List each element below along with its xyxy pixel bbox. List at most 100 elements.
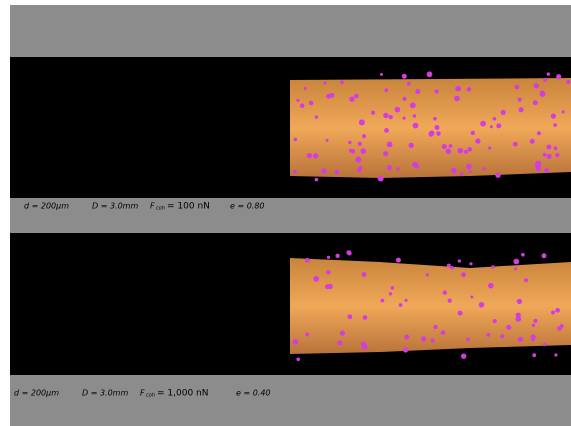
particle bbox=[426, 273, 429, 276]
particle bbox=[427, 71, 433, 77]
particle bbox=[515, 85, 520, 90]
caption-D: D = 3.0mm bbox=[82, 389, 128, 398]
particle bbox=[433, 325, 437, 329]
particle bbox=[441, 330, 446, 335]
particle bbox=[555, 308, 560, 313]
particle bbox=[443, 290, 447, 294]
particle bbox=[395, 107, 401, 113]
particle bbox=[355, 157, 361, 163]
particle bbox=[533, 319, 537, 323]
particle bbox=[467, 87, 471, 91]
particle bbox=[381, 299, 385, 303]
particle bbox=[293, 170, 297, 174]
caption-e: e = 0.80 bbox=[230, 202, 265, 211]
particle bbox=[469, 170, 472, 173]
particle bbox=[402, 97, 406, 101]
particle bbox=[461, 354, 466, 359]
particle bbox=[458, 259, 461, 262]
particle bbox=[362, 134, 366, 138]
particle bbox=[294, 138, 298, 142]
particle bbox=[296, 358, 300, 362]
particle bbox=[354, 94, 359, 99]
particle bbox=[410, 102, 416, 108]
particle bbox=[348, 314, 353, 319]
particle bbox=[378, 176, 384, 182]
particle bbox=[488, 146, 491, 149]
particle bbox=[447, 264, 451, 268]
particle bbox=[361, 148, 367, 154]
particle bbox=[531, 338, 535, 342]
particle bbox=[383, 151, 388, 156]
particle bbox=[335, 254, 339, 258]
particle bbox=[315, 178, 319, 182]
caption-f: F bbox=[150, 202, 155, 211]
particle bbox=[413, 114, 417, 118]
particle bbox=[467, 147, 472, 152]
particle bbox=[562, 110, 565, 113]
particle bbox=[566, 80, 570, 84]
particle bbox=[535, 161, 541, 167]
particle bbox=[387, 165, 392, 170]
particle bbox=[493, 117, 497, 121]
particle bbox=[380, 73, 383, 76]
particle bbox=[387, 142, 393, 148]
particle bbox=[407, 82, 411, 86]
particle bbox=[435, 89, 439, 93]
particle bbox=[313, 153, 318, 158]
particle bbox=[537, 131, 541, 135]
particle bbox=[488, 283, 494, 289]
particle bbox=[384, 128, 389, 133]
particle bbox=[415, 89, 420, 94]
particle bbox=[362, 272, 367, 277]
particle bbox=[500, 334, 504, 338]
page: d = 200μm D = 3.0mm F coh = 100 nN e = 0… bbox=[0, 0, 571, 426]
particle bbox=[396, 258, 401, 263]
particle bbox=[321, 168, 326, 173]
particle bbox=[546, 145, 551, 150]
particle bbox=[533, 100, 538, 105]
particle bbox=[487, 333, 491, 337]
particle bbox=[514, 267, 517, 270]
particle bbox=[521, 253, 525, 257]
particle bbox=[464, 150, 468, 154]
particle bbox=[363, 315, 368, 320]
particle bbox=[326, 139, 329, 142]
particle bbox=[554, 353, 557, 356]
particle bbox=[496, 123, 501, 128]
particle bbox=[371, 111, 375, 115]
particle bbox=[326, 270, 330, 274]
particle bbox=[421, 336, 426, 341]
particle bbox=[491, 265, 494, 268]
particle bbox=[518, 337, 523, 342]
particle bbox=[553, 123, 557, 127]
particle bbox=[506, 325, 511, 330]
particle bbox=[544, 168, 549, 173]
particle bbox=[413, 123, 419, 129]
particle bbox=[534, 84, 538, 88]
particle bbox=[551, 114, 556, 119]
particle bbox=[547, 72, 550, 75]
particle bbox=[402, 74, 407, 79]
particle bbox=[458, 148, 464, 154]
particle bbox=[530, 139, 535, 144]
particle bbox=[403, 347, 408, 352]
caption-f-sub: coh bbox=[156, 206, 165, 212]
caption-d: d = 200μm bbox=[24, 202, 69, 211]
particle bbox=[470, 296, 473, 299]
caption-e: e = 0.40 bbox=[236, 389, 271, 398]
particle bbox=[309, 101, 314, 106]
particle bbox=[335, 170, 340, 175]
particle bbox=[340, 331, 345, 336]
caption-f-value: = 100 nN bbox=[167, 202, 210, 212]
particle bbox=[458, 311, 463, 316]
particle bbox=[560, 324, 564, 328]
particle-stream-2 bbox=[290, 258, 571, 354]
particle bbox=[471, 131, 475, 135]
caption-d: d = 200μm bbox=[14, 389, 59, 398]
particle bbox=[304, 87, 307, 90]
particle bbox=[532, 353, 536, 357]
particle bbox=[362, 344, 368, 350]
particle bbox=[475, 139, 480, 144]
particle bbox=[516, 316, 522, 322]
particle bbox=[358, 142, 362, 146]
